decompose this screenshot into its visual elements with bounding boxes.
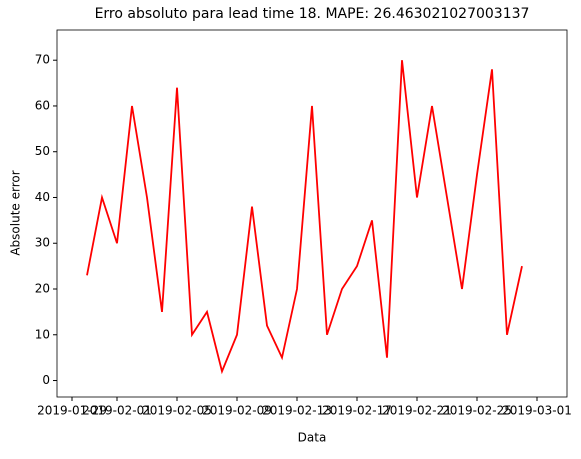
chart-title: Erro absoluto para lead time 18. MAPE: 2… — [95, 6, 530, 22]
y-tick-label: 30 — [35, 236, 50, 250]
x-tick-label: 2019-02-01 — [82, 404, 152, 418]
y-tick-label: 0 — [42, 373, 50, 387]
x-tick-label: 2019-02-21 — [382, 404, 452, 418]
x-tick-label: 2019-02-13 — [262, 404, 332, 418]
line-series — [86, 60, 523, 375]
x-tick-label: 2019-03-01 — [502, 404, 572, 418]
plot-frame — [56, 29, 568, 398]
y-tick-label: 60 — [35, 98, 50, 112]
x-tick-label: 2019-01-29 — [37, 404, 107, 418]
x-axis-label: Data — [298, 431, 327, 445]
y-tick-label: 40 — [35, 190, 50, 204]
x-tick-label: 2019-02-17 — [322, 404, 392, 418]
y-tick-label: 70 — [35, 53, 50, 67]
x-tick-label: 2019-02-09 — [202, 404, 272, 418]
x-tick-label: 2019-02-25 — [442, 404, 512, 418]
y-tick-label: 20 — [35, 282, 50, 296]
y-axis-label: Absolute error — [9, 170, 23, 255]
y-tick-label: 10 — [35, 327, 50, 341]
x-tick-label: 2019-02-05 — [142, 404, 212, 418]
y-tick-label: 50 — [35, 144, 50, 158]
